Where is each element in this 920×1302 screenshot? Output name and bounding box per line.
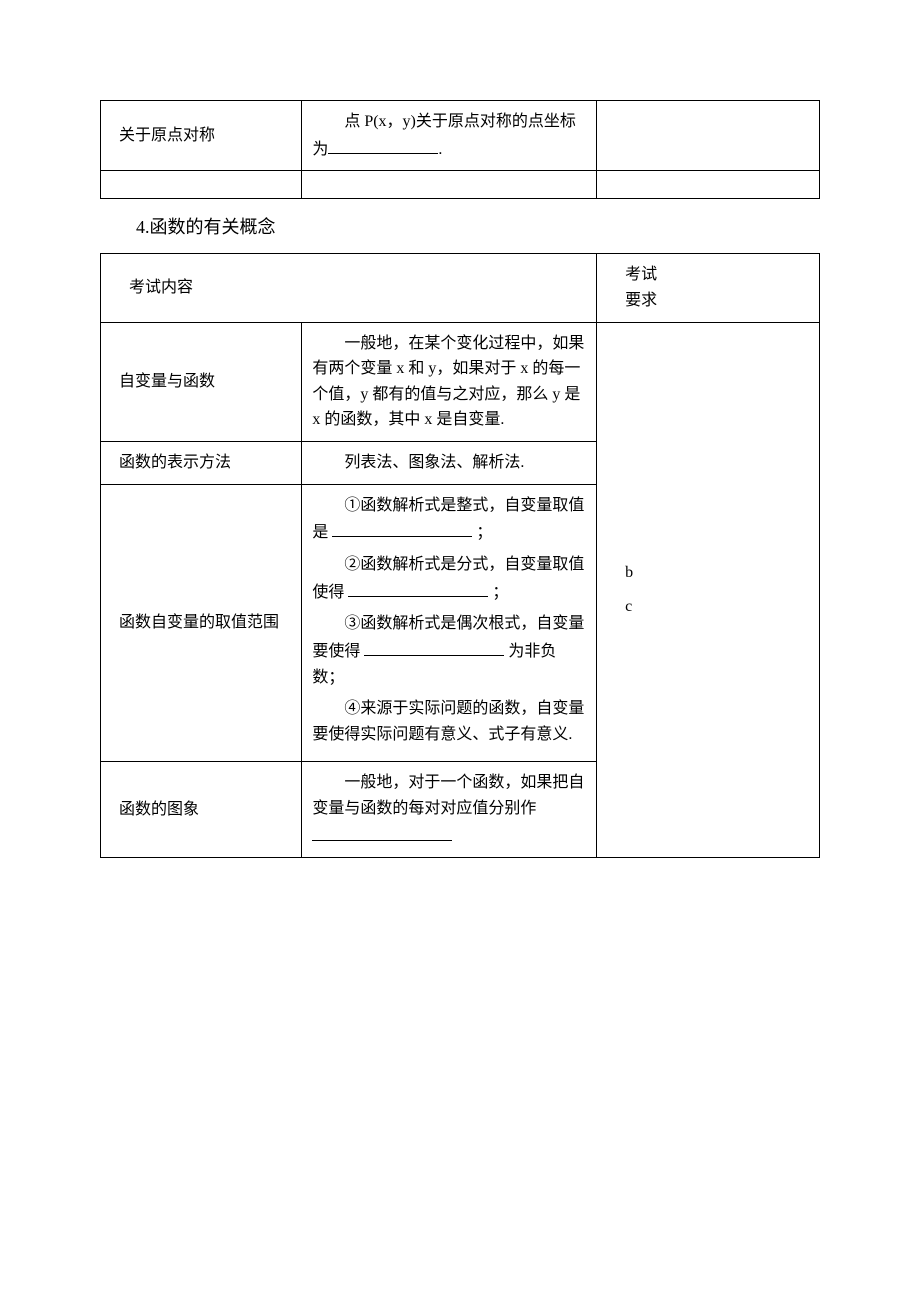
cell-empty — [302, 171, 597, 199]
cell-description: 一般地，在某个变化过程中，如果有两个变量 x 和 y，如果对于 x 的每一个值，… — [302, 322, 597, 441]
table-row: 关于原点对称 点 P(x，y)关于原点对称的点坐标为. — [101, 101, 820, 171]
cell-requirement: b c — [597, 322, 820, 858]
blank-line — [364, 637, 504, 656]
req-line2: 要求 — [625, 288, 809, 314]
table-row: 自变量与函数 一般地，在某个变化过程中，如果有两个变量 x 和 y，如果对于 x… — [101, 322, 820, 441]
cell-description: 点 P(x，y)关于原点对称的点坐标为. — [302, 101, 597, 171]
item-4: ④来源于实际问题的函数，自变量要使得实际问题有意义、式子有意义. — [312, 696, 586, 747]
table-header-row: 考试内容 考试 要求 — [101, 254, 820, 322]
cell-description: 一般地，对于一个函数，如果把自变量与函数的每对对应值分别作 — [302, 762, 597, 858]
desc-text: 列表法、图象法、解析法. — [312, 454, 524, 471]
topic-text: 函数的表示方法 — [119, 454, 231, 471]
item-pre: ④来源于实际问题的函数，自变量要使得实际问题有意义、式子有意义. — [312, 700, 584, 743]
item-3: ③函数解析式是偶次根式，自变量要使得 为非负数； — [312, 611, 586, 690]
item-2: ②函数解析式是分式，自变量取值使得 ； — [312, 552, 586, 605]
table-row-empty — [101, 171, 820, 199]
cell-topic: 自变量与函数 — [101, 322, 302, 441]
cell-topic: 函数的表示方法 — [101, 441, 302, 484]
desc-text: 一般地，在某个变化过程中，如果有两个变量 x 和 y，如果对于 x 的每一个值，… — [312, 335, 584, 429]
topic-text: 自变量与函数 — [119, 373, 215, 390]
header-requirement: 考试 要求 — [597, 254, 820, 322]
req-line1: 考试 — [625, 262, 809, 288]
blank-line — [348, 578, 488, 597]
symmetry-table: 关于原点对称 点 P(x，y)关于原点对称的点坐标为. — [100, 100, 820, 199]
cell-empty — [597, 101, 820, 171]
item-post: ； — [476, 524, 492, 541]
heading-text: 4.函数的有关概念 — [136, 217, 276, 237]
header-content-text: 考试内容 — [129, 279, 193, 296]
header-content: 考试内容 — [101, 254, 597, 322]
cell-topic: 函数的图象 — [101, 762, 302, 858]
blank-line — [328, 135, 438, 154]
desc-suffix: . — [438, 141, 442, 158]
cell-description: 列表法、图象法、解析法. — [302, 441, 597, 484]
function-concepts-table: 考试内容 考试 要求 自变量与函数 一般地，在某个变化过程中，如果有两个变量 x… — [100, 253, 820, 858]
topic-text: 函数自变量的取值范围 — [119, 614, 279, 631]
cell-topic: 函数自变量的取值范围 — [101, 484, 302, 762]
topic-text: 函数的图象 — [119, 801, 199, 818]
item-post: ； — [492, 584, 508, 601]
cell-topic: 关于原点对称 — [101, 101, 302, 171]
cell-description: ①函数解析式是整式，自变量取值是 ； ②函数解析式是分式，自变量取值使得 ； ③… — [302, 484, 597, 762]
req-value-c: c — [625, 594, 809, 620]
cell-empty — [597, 171, 820, 199]
cell-empty — [101, 171, 302, 199]
blank-line — [312, 822, 452, 841]
spacer — [625, 586, 809, 594]
req-value-b: b — [625, 560, 809, 586]
desc-text: 一般地，对于一个函数，如果把自变量与函数的每对对应值分别作 — [312, 770, 586, 821]
topic-text: 关于原点对称 — [119, 127, 215, 144]
section-heading: 4.函数的有关概念 — [136, 213, 820, 239]
item-1: ①函数解析式是整式，自变量取值是 ； — [312, 493, 586, 546]
blank-line — [332, 518, 472, 537]
